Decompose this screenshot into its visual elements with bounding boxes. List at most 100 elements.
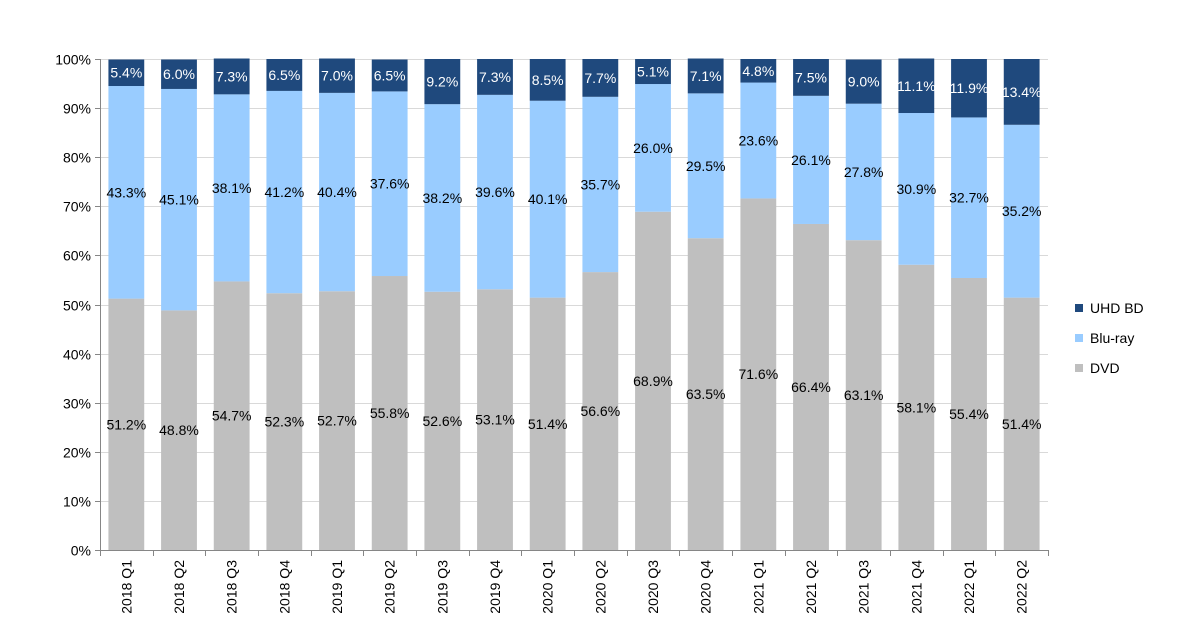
bar-uhd-bd	[213, 58, 250, 95]
bar-dvd	[161, 310, 197, 550]
bars	[108, 58, 1040, 551]
bar-dvd	[1003, 297, 1040, 550]
gridlines	[100, 59, 1048, 502]
data-label-uhd-bd: 9.2%	[426, 74, 458, 90]
bar-uhd-bd	[1003, 59, 1040, 125]
bar-blu-ray	[371, 91, 408, 277]
legend-swatch-blu-ray	[1075, 334, 1083, 342]
data-label-blu-ray: 43.3%	[106, 184, 146, 200]
x-tick-label: 2021 Q3	[856, 560, 872, 614]
data-label-blu-ray: 40.4%	[317, 184, 357, 200]
data-label-uhd-bd: 11.9%	[950, 80, 989, 96]
data-label-dvd: 55.4%	[949, 406, 989, 422]
bar-uhd-bd	[424, 59, 461, 105]
data-label-blu-ray: 37.6%	[370, 176, 410, 192]
x-tick-label: 2020 Q3	[645, 560, 661, 614]
legend-swatch-uhd-bd	[1075, 304, 1083, 312]
bar-dvd	[951, 277, 987, 550]
x-tick-label: 2020 Q2	[592, 560, 608, 614]
bar-dvd	[424, 291, 461, 550]
bar-uhd-bd	[319, 58, 355, 93]
bar-dvd	[582, 272, 619, 550]
data-label-blu-ray: 27.8%	[844, 164, 884, 180]
bar-blu-ray	[161, 88, 197, 311]
data-label-blu-ray: 39.6%	[475, 184, 515, 200]
data-label-dvd: 48.8%	[159, 422, 199, 438]
data-label-uhd-bd: 6.5%	[374, 67, 406, 83]
data-label-dvd: 56.6%	[580, 403, 620, 419]
data-label-uhd-bd: 8.5%	[532, 72, 564, 88]
data-label-blu-ray: 38.1%	[212, 180, 252, 196]
data-label-uhd-bd: 9.0%	[848, 74, 880, 90]
bar-dvd	[371, 276, 408, 550]
y-tick-label: 20%	[63, 445, 91, 461]
bar-uhd-bd	[951, 59, 987, 118]
bar-blu-ray	[793, 95, 829, 224]
bar-dvd	[529, 297, 566, 550]
data-label-dvd: 68.9%	[633, 373, 673, 389]
y-tick-label: 40%	[63, 347, 91, 363]
data-label-uhd-bd: 7.3%	[479, 69, 511, 85]
bar-uhd-bd	[740, 59, 777, 83]
data-label-uhd-bd: 4.8%	[742, 63, 774, 79]
data-label-blu-ray: 38.2%	[422, 190, 462, 206]
bar-dvd	[477, 289, 513, 550]
x-tick-label: 2022 Q2	[1014, 560, 1030, 614]
x-tick-label: 2018 Q3	[224, 560, 240, 614]
y-tick-label: 90%	[63, 101, 91, 117]
bar-blu-ray	[1003, 124, 1040, 298]
data-label-blu-ray: 26.0%	[633, 140, 673, 156]
bar-uhd-bd	[529, 59, 566, 101]
bar-uhd-bd	[687, 58, 724, 94]
bar-uhd-bd	[477, 59, 513, 95]
x-tick-label: 2019 Q3	[434, 560, 450, 614]
bar-uhd-bd	[582, 59, 619, 97]
legend-swatch-dvd	[1075, 364, 1083, 372]
x-tick-label: 2022 Q1	[961, 560, 977, 614]
data-label-dvd: 51.4%	[528, 416, 568, 432]
data-label-dvd: 63.5%	[686, 386, 726, 402]
bar-uhd-bd	[161, 59, 197, 89]
data-label-dvd: 53.1%	[475, 412, 515, 428]
x-tick-label: 2021 Q2	[803, 560, 819, 614]
axes: 0% 10% 20% 30% 40% 50% 60% 70% 80% 90% 100% 2018 Q1…	[55, 52, 1049, 614]
bar-dvd	[740, 198, 777, 550]
y-tick-label: 0%	[71, 543, 91, 559]
bar-dvd	[108, 298, 145, 550]
bar-dvd	[266, 293, 303, 550]
bar-blu-ray	[582, 96, 619, 273]
data-labels: 51.2% 43.3% 5.4% 48.8% 45.1% 6.0% 54.7% 38.1% 7.…	[106, 63, 1041, 438]
y-tick-label: 60%	[63, 248, 91, 264]
data-label-uhd-bd: 6.5%	[268, 67, 300, 83]
data-label-dvd: 51.2%	[106, 416, 146, 432]
x-tick-label: 2018 Q1	[118, 560, 134, 614]
data-label-dvd: 55.8%	[370, 405, 410, 421]
bar-uhd-bd	[108, 59, 145, 87]
bar-blu-ray	[319, 92, 355, 292]
bar-blu-ray	[529, 100, 566, 298]
x-tick-label: 2019 Q4	[487, 560, 503, 614]
x-tick-label: 2019 Q1	[329, 560, 345, 614]
bar-blu-ray	[845, 103, 882, 241]
data-label-uhd-bd: 5.1%	[637, 64, 669, 80]
data-label-uhd-bd: 11.1%	[897, 78, 936, 94]
bar-dvd	[319, 291, 355, 550]
data-label-dvd: 51.4%	[1002, 416, 1042, 432]
bar-uhd-bd	[635, 59, 671, 85]
data-label-blu-ray: 35.2%	[1002, 203, 1042, 219]
data-label-blu-ray: 29.5%	[686, 158, 726, 174]
data-label-uhd-bd: 7.7%	[584, 70, 616, 86]
data-label-dvd: 71.6%	[738, 366, 778, 382]
data-label-uhd-bd: 6.0%	[163, 66, 195, 82]
y-tick-label: 80%	[63, 150, 91, 166]
legend-label-blu-ray: Blu-ray	[1090, 330, 1134, 346]
legend-label-uhd-bd: UHD BD	[1090, 300, 1144, 316]
y-tick-label: 30%	[63, 396, 91, 412]
bar-dvd	[635, 211, 671, 551]
data-label-blu-ray: 23.6%	[738, 133, 778, 149]
x-tick-label: 2020 Q4	[698, 560, 714, 614]
data-label-uhd-bd: 13.4%	[1002, 84, 1042, 100]
x-tick-label: 2020 Q1	[540, 560, 556, 614]
bar-blu-ray	[687, 93, 724, 239]
